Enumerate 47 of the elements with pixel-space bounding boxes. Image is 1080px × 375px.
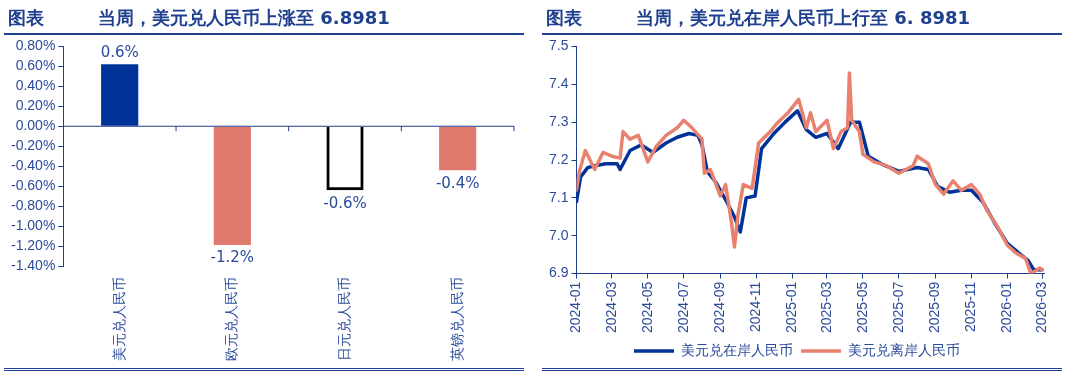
y-tick-label: 0.00%: [15, 117, 56, 134]
x-tick-label: 欧元兑人民币: [223, 277, 240, 361]
y-tick-label: 7.3: [548, 113, 569, 129]
x-tick-label: 2024-09: [711, 281, 728, 334]
x-tick-label: 2026-03: [1032, 281, 1049, 334]
x-tick-label: 2024-05: [638, 281, 655, 334]
text: 图表: [8, 6, 45, 30]
data-label: 0.6%: [100, 42, 139, 61]
y-tick-label: -1.40%: [11, 256, 56, 273]
y-tick-label: -0.60%: [11, 177, 56, 193]
y-tick-label: 0.40%: [15, 77, 56, 94]
x-tick-label: 美元兑人民币: [110, 277, 127, 361]
y-tick-label: 7.5: [548, 37, 569, 54]
legend-label: 美元兑在岸人民币: [681, 341, 793, 358]
y-tick-label: 0.20%: [15, 97, 56, 114]
data-label: -1.2%: [210, 248, 255, 267]
x-tick-label: 2025-01: [783, 281, 800, 334]
y-tick-label: 0.80%: [15, 37, 56, 54]
y-tick-label: -0.40%: [11, 157, 56, 174]
y-tick-label: 7.2: [548, 150, 569, 167]
x-tick-label: 2025-05: [853, 281, 870, 334]
x-tick-label: 英镑兑人民币: [448, 277, 465, 361]
x-tick-label: 2026-01: [998, 281, 1015, 334]
y-tick-label: -1.00%: [11, 216, 56, 233]
data-label: -0.4%: [435, 173, 480, 192]
y-tick-label: -1.20%: [11, 236, 56, 253]
x-tick-label: 2024-11: [747, 281, 764, 332]
chart-title: 当周，美元兑人民币上涨至 6.8981: [98, 6, 390, 30]
x-tick-label: 2025-03: [817, 281, 834, 334]
x-tick-label: 2024-01: [567, 281, 584, 334]
y-tick-label: 0.60%: [15, 57, 56, 74]
legend-label: 美元兑离岸人民币: [848, 341, 960, 358]
y-tick-label: -0.80%: [11, 196, 56, 213]
y-tick-label: 7.1: [548, 188, 569, 205]
y-tick-label: 7.4: [548, 75, 569, 92]
y-tick-label: -0.20%: [11, 137, 56, 154]
text: 图表: [546, 6, 583, 30]
x-tick-label: 日元兑人民币: [335, 277, 352, 361]
chart-title: 当周，美元兑在岸人民币上行至 6. 8981: [636, 6, 970, 30]
y-tick-label: 6.9: [548, 264, 569, 281]
x-tick-label: 2024-07: [674, 281, 691, 334]
y-tick-label: 7.0: [548, 226, 569, 243]
x-tick-label: 2024-03: [602, 281, 619, 334]
x-tick-label: 2025-07: [889, 281, 906, 334]
x-tick-label: 2025-09: [926, 281, 943, 334]
x-tick-label: 2025-11: [962, 281, 979, 332]
data-label: -0.6%: [323, 193, 367, 212]
